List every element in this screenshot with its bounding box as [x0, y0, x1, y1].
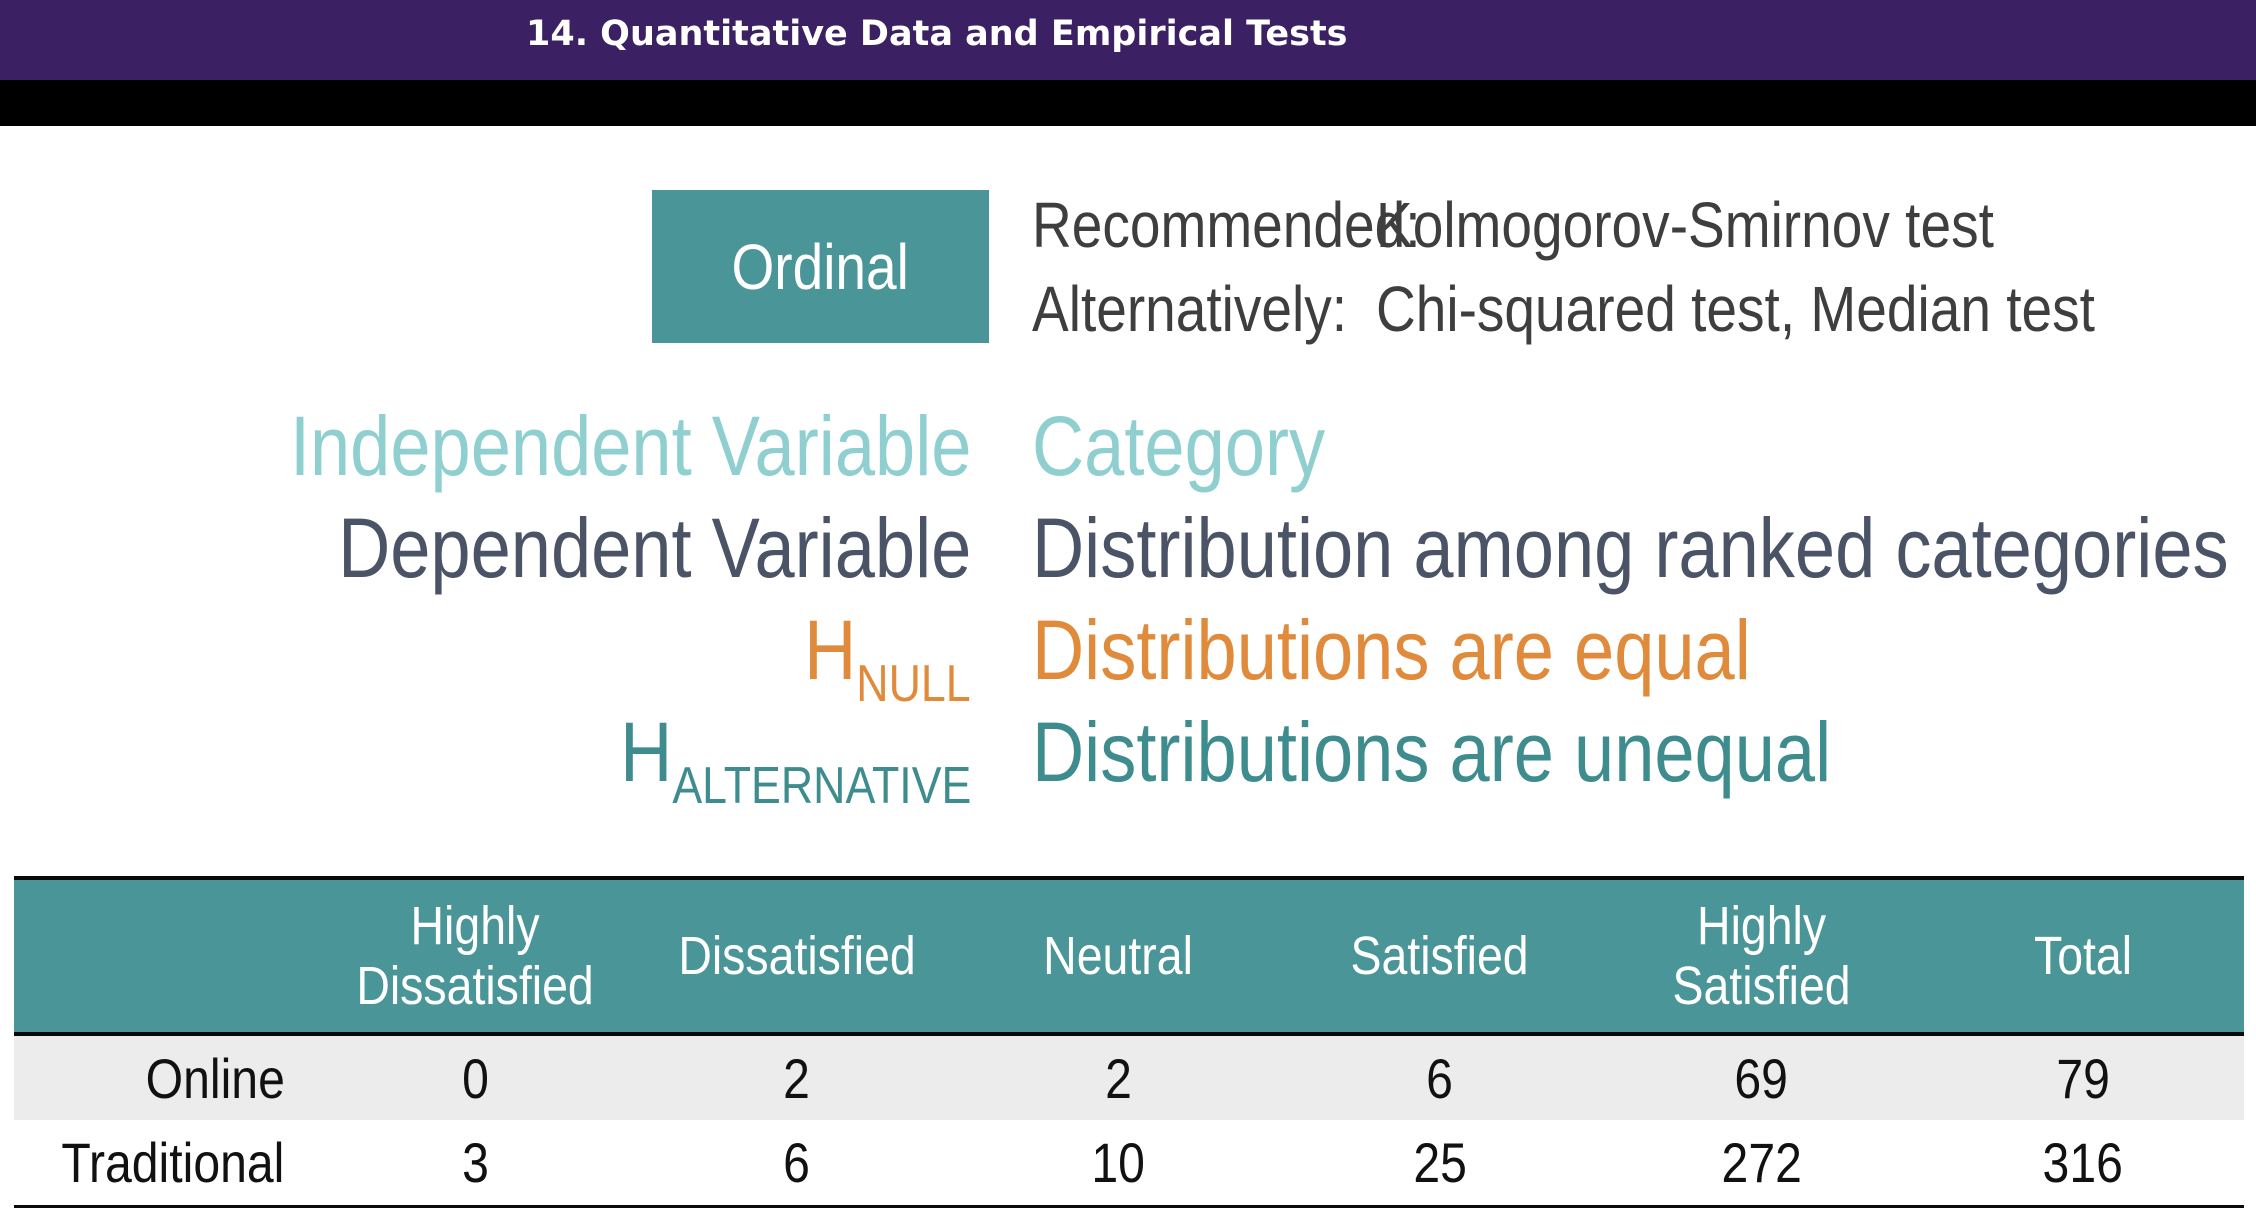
table-header-blank: [14, 878, 315, 1034]
table-cell: 2: [1105, 1046, 1132, 1110]
table-header-total: Total: [2034, 926, 2133, 986]
lecture-title: 14. Quantitative Data and Empirical Test…: [526, 14, 1348, 54]
alternatively-label: Alternatively:: [1032, 273, 1348, 345]
table-header-dissatisfied: Dissatisfied: [678, 926, 916, 986]
table-row: Online 0 2 2 6 69 79: [14, 1034, 2244, 1120]
dependent-variable-value: Distribution among ranked categories: [1032, 501, 2229, 595]
table-header-row: Highly Dissatisfied Dissatisfied Neutral …: [14, 878, 2244, 1034]
table-cell: 79: [2056, 1046, 2110, 1110]
alternative-hypothesis-label: HALTERNATIVE: [620, 704, 971, 816]
null-hypothesis-value: Distributions are equal: [1032, 603, 1751, 697]
null-hypothesis-subscript: NULL: [856, 655, 971, 713]
recommended-value: Kolmogorov-Smirnov test: [1376, 189, 1994, 261]
table-row: Traditional 3 6 10 25 272 316: [14, 1120, 2244, 1206]
table-cell: 316: [2042, 1130, 2124, 1194]
alternative-hypothesis-h: H: [619, 705, 672, 799]
table-cell: 2: [783, 1046, 811, 1110]
table-cell: 0: [461, 1046, 489, 1110]
table-header-highly-dissatisfied: Highly Dissatisfied: [356, 896, 595, 1016]
alternative-hypothesis-value: Distributions are unequal: [1032, 705, 1832, 799]
video-letterbox-bar: [0, 80, 2256, 126]
alternatively-value: Chi-squared test, Median test: [1376, 273, 2095, 345]
table-cell: 25: [1413, 1130, 1467, 1194]
row-label-traditional: Traditional: [61, 1130, 285, 1194]
null-hypothesis-label: HNULL: [804, 602, 971, 714]
independent-variable-label: Independent Variable: [289, 399, 971, 493]
title-bar: 14. Quantitative Data and Empirical Test…: [0, 0, 2256, 80]
table-cell: 6: [783, 1130, 811, 1194]
recommended-label: Recommended:: [1032, 189, 1421, 261]
scale-type-badge: Ordinal: [652, 190, 989, 343]
independent-variable-value: Category: [1032, 399, 1326, 493]
slide-content: Ordinal Recommended: Kolmogorov-Smirnov …: [0, 126, 2256, 1232]
dependent-variable-label: Dependent Variable: [337, 501, 971, 595]
table-cell: 10: [1091, 1130, 1146, 1194]
table-header-satisfied: Satisfied: [1350, 926, 1530, 986]
satisfaction-table: Highly Dissatisfied Dissatisfied Neutral …: [14, 876, 2244, 1208]
scale-type-label: Ordinal: [731, 230, 910, 303]
table-header-highly-satisfied: Highly Satisfied: [1672, 896, 1851, 1016]
row-label-online: Online: [145, 1046, 285, 1110]
null-hypothesis-h: H: [804, 603, 857, 697]
table-cell: 6: [1426, 1046, 1454, 1110]
table-cell: 69: [1734, 1046, 1789, 1110]
alternative-hypothesis-subscript: ALTERNATIVE: [671, 757, 971, 815]
table-cell: 3: [461, 1130, 489, 1194]
table-header-neutral: Neutral: [1043, 926, 1194, 986]
table-cell: 272: [1721, 1130, 1802, 1194]
